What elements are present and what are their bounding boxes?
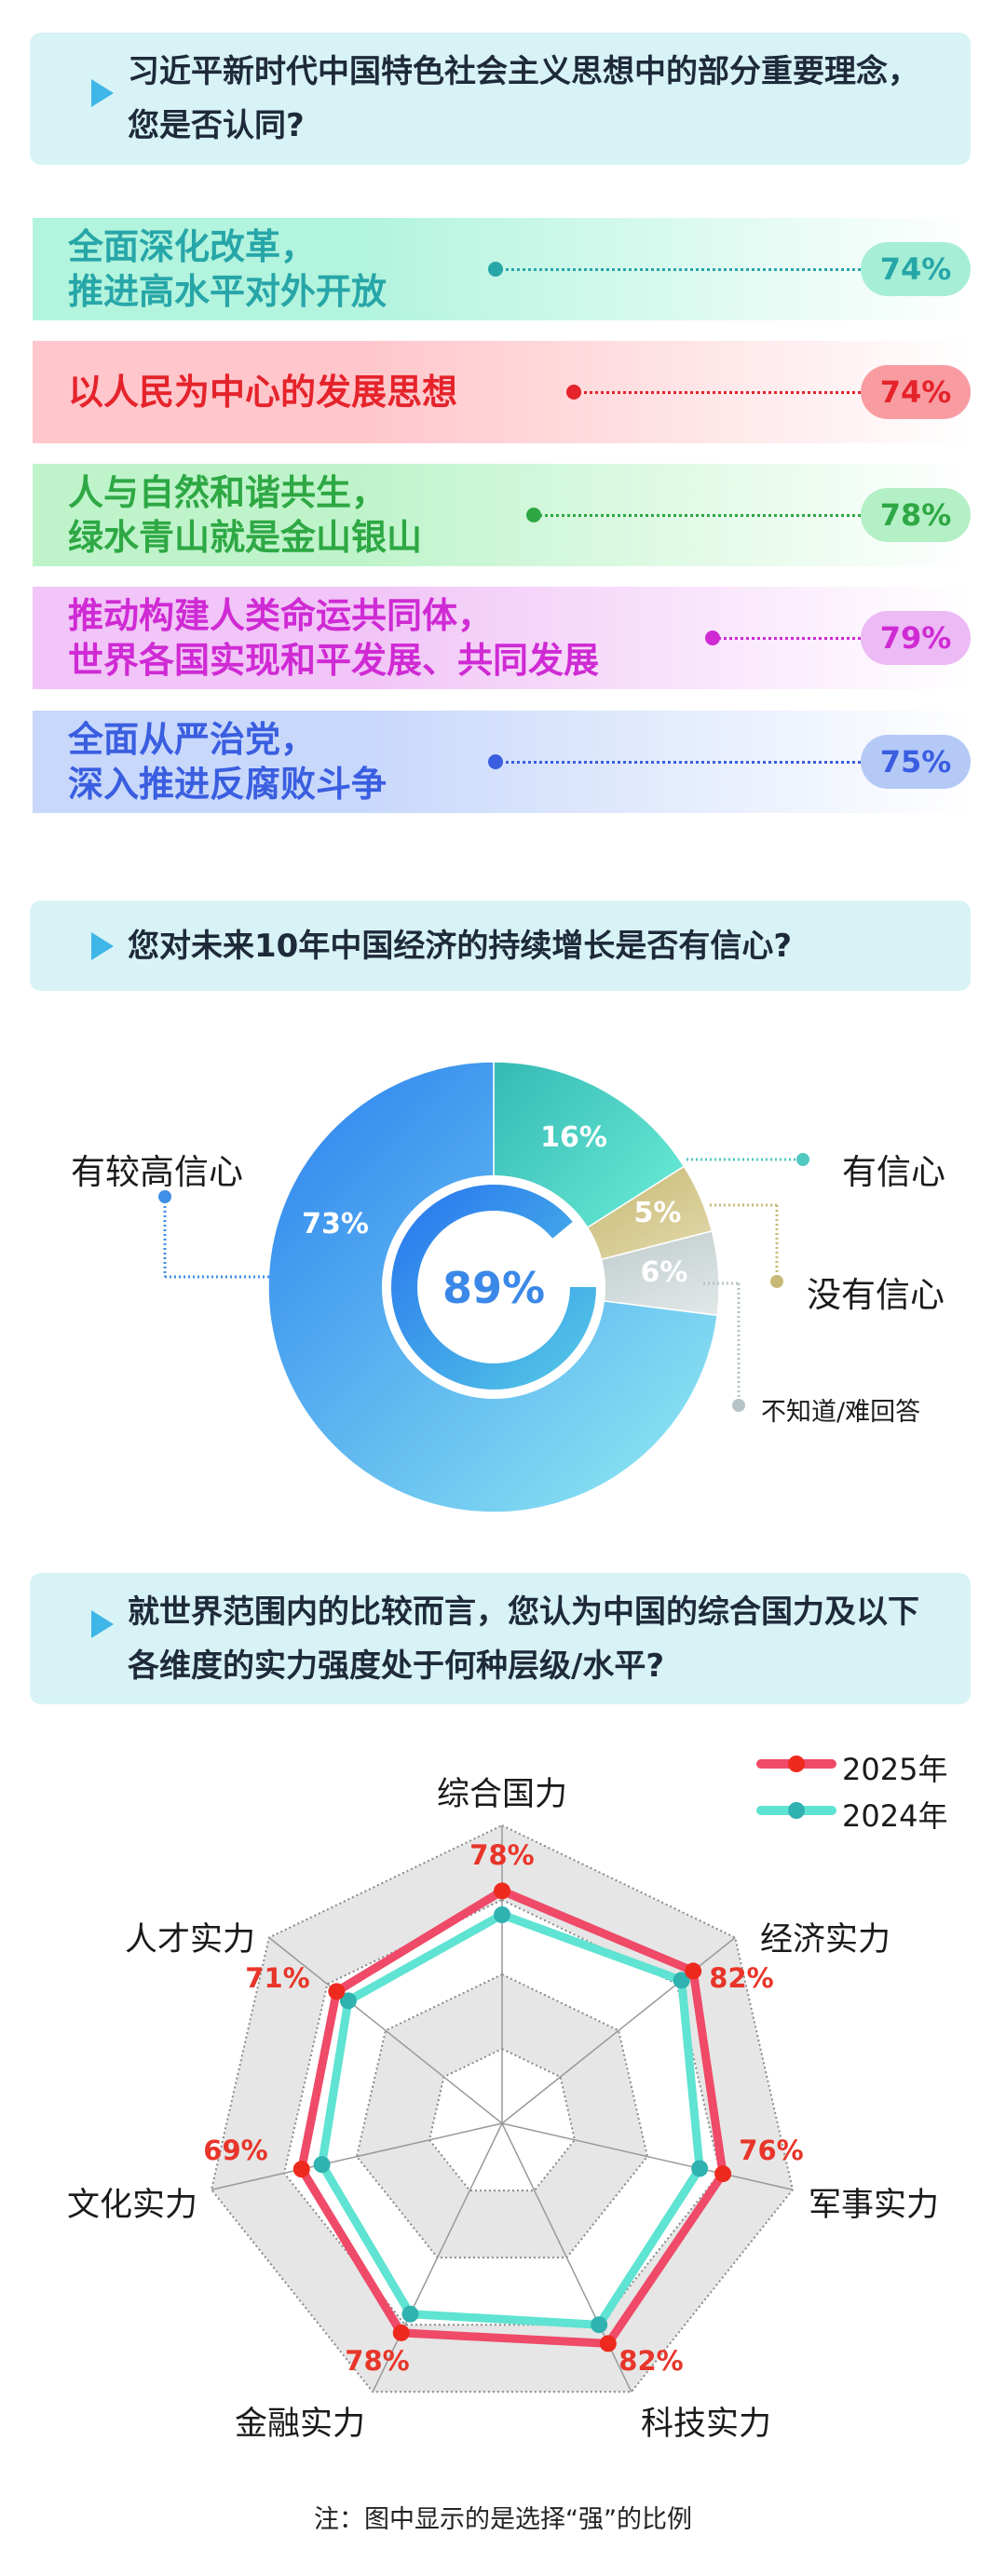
legend-label-not-confident: 没有信心	[807, 1275, 945, 1315]
question-text: 就世界范围内的比较而言，您认为中国的综合国力及以下各维度的实力强度处于何种层级/…	[128, 1593, 919, 1685]
question-header-2: 您对未来10年中国经济的持续增长是否有信心?	[30, 901, 971, 991]
radar-point	[685, 1962, 702, 1980]
radar-axis-label: 综合国力	[436, 1776, 567, 1813]
legend-marker-2025	[788, 1756, 805, 1772]
legend-label-2025: 2025年	[842, 1752, 948, 1787]
question-text: 习近平新时代中国特色社会主义思想中的部分重要理念，您是否认同?	[128, 53, 919, 144]
legend-label-confident: 有信心	[842, 1152, 945, 1192]
radar-series-2024	[318, 1910, 704, 2329]
radar-point	[292, 2161, 310, 2178]
leader-dot	[770, 1275, 783, 1288]
radar-axis-label: 人才实力	[124, 1921, 255, 1959]
radar-axis-label: 科技实力	[640, 2406, 771, 2443]
belief-label: 以人民为中心的发展思想	[68, 372, 458, 413]
belief-label: 全面从严治党， 深入推进反腐败斗争	[68, 719, 387, 805]
percentage-pill: 75%	[861, 735, 971, 789]
triangle-icon	[91, 1610, 114, 1638]
slice-value-label: 6%	[640, 1256, 688, 1289]
belief-item: 推动构建人类命运共同体， 世界各国实现和平发展、共同发展 79%	[33, 587, 973, 689]
radar-axis-label: 金融实力	[234, 2406, 365, 2443]
question-text: 您对未来10年中国经济的持续增长是否有信心?	[128, 927, 793, 965]
radar-value-label: 78%	[345, 2345, 410, 2377]
radar-axis-label: 经济实力	[759, 1921, 890, 1959]
radar-value-label: 71%	[245, 1962, 310, 1994]
percentage-pill: 79%	[861, 611, 971, 665]
legend-marker-2024	[788, 1802, 805, 1819]
radar-point	[494, 1882, 510, 1900]
slice-value-label: 16%	[540, 1121, 607, 1154]
belief-item: 全面从严治党， 深入推进反腐败斗争 75%	[33, 711, 973, 813]
belief-label: 全面深化改革， 推进高水平对外开放	[68, 226, 387, 312]
radar-value-label: 69%	[203, 2135, 268, 2166]
legend-label-highly-confident: 有较高信心	[71, 1152, 243, 1192]
dotted-leader	[574, 391, 861, 394]
dotted-leader	[534, 514, 861, 517]
belief-item: 以人民为中心的发展思想 74%	[33, 341, 973, 443]
belief-label: 推动构建人类命运共同体， 世界各国实现和平发展、共同发展	[68, 595, 600, 681]
radar-axis-line	[501, 2122, 794, 2190]
dotted-leader	[496, 761, 861, 764]
legend-label-2024: 2024年	[842, 1798, 948, 1834]
radar-point	[599, 2335, 617, 2352]
radar-series-2025	[297, 1886, 727, 2348]
leader-dot	[796, 1153, 809, 1166]
slice-value-label: 73%	[302, 1208, 369, 1241]
radar-point	[691, 2160, 709, 2177]
radar-axis-line	[268, 1936, 503, 2124]
radar-value-label: 82%	[709, 1962, 774, 1994]
belief-label: 人与自然和谐共生， 绿水青山就是金山银山	[68, 472, 423, 558]
radar-axis-line	[372, 2122, 503, 2393]
radar-point	[673, 1972, 690, 1989]
radar-axis-line	[211, 2122, 503, 2190]
radar-value-label: 82%	[619, 2345, 684, 2377]
radar-axis-label: 军事实力	[808, 2187, 939, 2224]
radar-point	[714, 2165, 732, 2183]
question-header-3: 就世界范围内的比较而言，您认为中国的综合国力及以下各维度的实力强度处于何种层级/…	[30, 1573, 971, 1704]
radar-point	[494, 1906, 510, 1923]
belief-item: 人与自然和谐共生， 绿水青山就是金山银山 78%	[33, 464, 973, 566]
question-header-1: 习近平新时代中国特色社会主义思想中的部分重要理念，您是否认同?	[30, 33, 971, 165]
center-value-label: 89%	[442, 1263, 546, 1313]
belief-item: 全面深化改革， 推进高水平对外开放 74%	[33, 218, 973, 320]
radar-value-label: 76%	[739, 2135, 804, 2166]
dotted-leader	[496, 268, 861, 271]
radar-value-label: 78%	[469, 1839, 535, 1871]
radar-point	[313, 2156, 331, 2174]
triangle-icon	[91, 79, 114, 107]
percentage-pill: 74%	[861, 365, 971, 419]
slice-value-label: 5%	[633, 1197, 682, 1229]
radar-point	[392, 2324, 410, 2341]
progress-ring	[391, 1185, 596, 1390]
triangle-icon	[91, 931, 114, 960]
dotted-leader	[713, 637, 861, 640]
percentage-pill: 74%	[861, 242, 971, 296]
radar-point	[328, 1983, 346, 2000]
footnote: 注：图中显示的是选择“强”的比例	[314, 2505, 692, 2534]
radar-point	[339, 1992, 357, 2010]
leader-dot	[732, 1399, 745, 1412]
leader-dot	[158, 1190, 171, 1203]
radar-axis-label: 文化实力	[66, 2187, 197, 2224]
radar-point	[401, 2305, 419, 2323]
percentage-pill: 78%	[861, 488, 971, 542]
radar-point	[591, 2316, 608, 2334]
legend-label-unsure: 不知道/难回答	[761, 1398, 921, 1427]
